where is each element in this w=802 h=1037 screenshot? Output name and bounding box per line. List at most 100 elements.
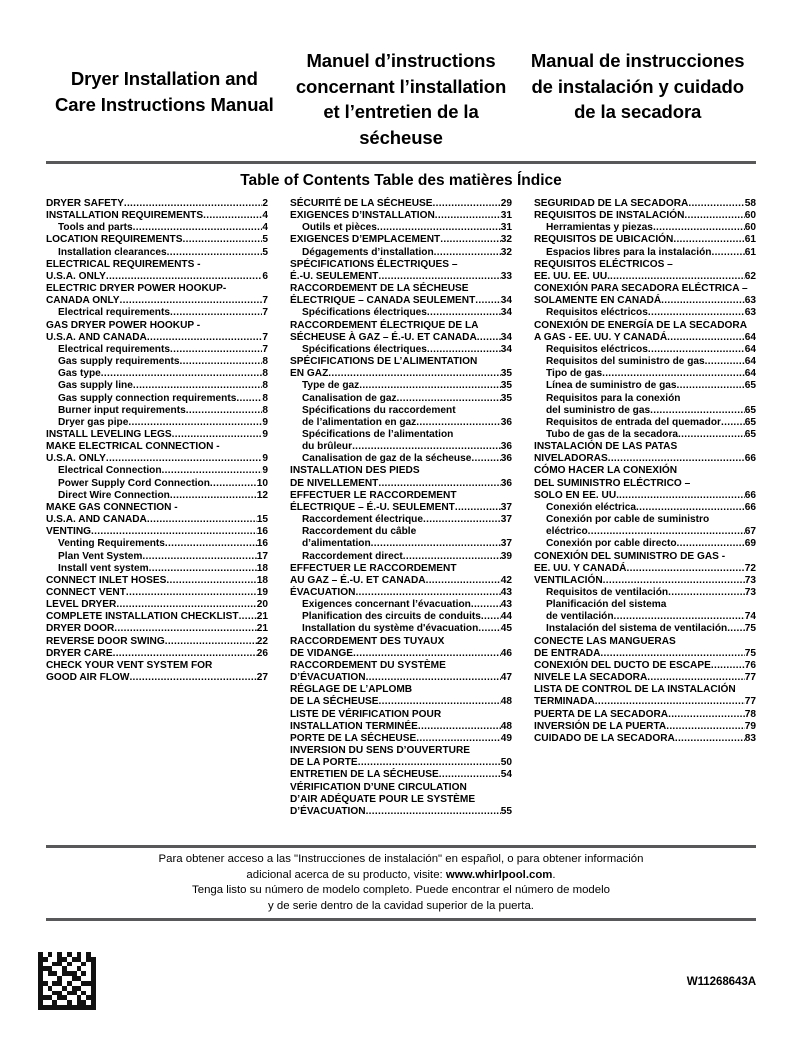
toc-entry[interactable]: U.S.A. ONLY ............................… bbox=[46, 453, 268, 465]
toc-entry[interactable]: RACCORDEMENT ÉLECTRIQUE DE LA ..........… bbox=[290, 320, 512, 332]
toc-entry[interactable]: CONEXIÓN DE ENERGÍA DE LA SECADORA .....… bbox=[534, 320, 756, 332]
toc-entry[interactable]: Electrical requirements ................… bbox=[46, 307, 268, 319]
toc-entry[interactable]: EXIGENCES D’INSTALLATION ...............… bbox=[290, 210, 512, 222]
toc-entry[interactable]: EN GAZ .................................… bbox=[290, 368, 512, 380]
toc-entry[interactable]: D’ÉVACUATION ...........................… bbox=[290, 672, 512, 684]
toc-entry[interactable]: Requisitos eléctricos ..................… bbox=[534, 344, 756, 356]
toc-entry[interactable]: LISTA DE CONTROL DE LA INSTALACIÓN .....… bbox=[534, 684, 756, 696]
toc-entry[interactable]: RÉGLAGE DE L’APLOMB ....................… bbox=[290, 684, 512, 696]
toc-entry[interactable]: Install vent system ....................… bbox=[46, 563, 268, 575]
toc-entry[interactable]: REQUISITOS DE UBICACIÓN ................… bbox=[534, 234, 756, 246]
toc-entry[interactable]: de l’alimentation en gaz ...............… bbox=[290, 417, 512, 429]
toc-entry[interactable]: AU GAZ – É.-U. ET CANADA ...............… bbox=[290, 575, 512, 587]
toc-entry[interactable]: DE VIDANGE .............................… bbox=[290, 648, 512, 660]
toc-entry[interactable]: REQUISITOS ELÉCTRICOS – ................… bbox=[534, 259, 756, 271]
toc-entry[interactable]: INSTALL LEVELING LEGS ..................… bbox=[46, 429, 268, 441]
toc-entry[interactable]: INSTALLATION TERMINÉE ..................… bbox=[290, 721, 512, 733]
toc-entry[interactable]: Tipo de gas ............................… bbox=[534, 368, 756, 380]
toc-entry[interactable]: Raccordement du câble ..................… bbox=[290, 526, 512, 538]
toc-entry[interactable]: RACCORDEMENT DE LA SÉCHEUSE ............… bbox=[290, 283, 512, 295]
toc-entry[interactable]: Dryer gas pipe .........................… bbox=[46, 417, 268, 429]
toc-entry[interactable]: É.-U. SEULEMENT ........................… bbox=[290, 271, 512, 283]
toc-entry[interactable]: du brûleur .............................… bbox=[290, 441, 512, 453]
toc-entry[interactable]: Gas supply connection requirements .....… bbox=[46, 393, 268, 405]
toc-entry[interactable]: VENTING ................................… bbox=[46, 526, 268, 538]
toc-entry[interactable]: DRYER SAFETY ...........................… bbox=[46, 198, 268, 210]
toc-entry[interactable]: U.S.A. AND CANADA ......................… bbox=[46, 332, 268, 344]
toc-entry[interactable]: DEL SUMINISTRO ELÉCTRICO – .............… bbox=[534, 478, 756, 490]
toc-entry[interactable]: Instalación del sistema de ventilación .… bbox=[534, 623, 756, 635]
toc-entry[interactable]: CUIDADO DE LA SECADORA .................… bbox=[534, 733, 756, 745]
toc-entry[interactable]: NIVELADORAS ............................… bbox=[534, 453, 756, 465]
toc-entry[interactable]: Canalisation de gaz de la sécheuse .....… bbox=[290, 453, 512, 465]
toc-entry[interactable]: SEGURIDAD DE LA SECADORA ...............… bbox=[534, 198, 756, 210]
toc-entry[interactable]: COMPLETE INSTALLATION CHECKLIST ........… bbox=[46, 611, 268, 623]
toc-entry[interactable]: INSTALACIÓN DE LAS PATAS ...............… bbox=[534, 441, 756, 453]
toc-entry[interactable]: SPÉCIFICATIONS DE L’ALIMENTATION .......… bbox=[290, 356, 512, 368]
toc-entry[interactable]: VÉRIFICATION D’UNE CIRCULATION .........… bbox=[290, 782, 512, 794]
toc-entry[interactable]: INVERSION DU SENS D’OUVERTURE ..........… bbox=[290, 745, 512, 757]
toc-entry[interactable]: PUERTA DE LA SECADORA ..................… bbox=[534, 709, 756, 721]
toc-entry[interactable]: Direct Wire Connection .................… bbox=[46, 490, 268, 502]
toc-entry[interactable]: Installation clearances ................… bbox=[46, 247, 268, 259]
toc-entry[interactable]: RACCORDEMENT DES TUYAUX ................… bbox=[290, 636, 512, 648]
toc-entry[interactable]: Electrical Connection ..................… bbox=[46, 465, 268, 477]
toc-entry[interactable]: Spécifications du raccordement .........… bbox=[290, 405, 512, 417]
toc-entry[interactable]: Spécifications électriques .............… bbox=[290, 307, 512, 319]
toc-entry[interactable]: Conexión eléctrica .....................… bbox=[534, 502, 756, 514]
toc-entry[interactable]: DRYER DOOR .............................… bbox=[46, 623, 268, 635]
toc-entry[interactable]: Power Supply Cord Connection ...........… bbox=[46, 478, 268, 490]
toc-entry[interactable]: CANADA ONLY ............................… bbox=[46, 295, 268, 307]
toc-entry[interactable]: ÉVACUATION .............................… bbox=[290, 587, 512, 599]
whirlpool-website-link[interactable]: www.whirlpool.com bbox=[445, 868, 553, 881]
toc-entry[interactable]: Spécifications électriques .............… bbox=[290, 344, 512, 356]
toc-entry[interactable]: EFFECTUER LE RACCORDEMENT ..............… bbox=[290, 490, 512, 502]
toc-entry[interactable]: GOOD AIR FLOW ..........................… bbox=[46, 672, 268, 684]
toc-entry[interactable]: Requisitos de entrada del quemador .....… bbox=[534, 417, 756, 429]
toc-entry[interactable]: Conexión por cable de suministro .......… bbox=[534, 514, 756, 526]
toc-entry[interactable]: ÉLECTRIQUE – CANADA SEULEMENT ..........… bbox=[290, 295, 512, 307]
toc-entry[interactable]: U.S.A. AND CANADA ......................… bbox=[46, 514, 268, 526]
toc-entry[interactable]: Conexión por cable directo .............… bbox=[534, 538, 756, 550]
toc-entry[interactable]: REVERSE DOOR SWING .....................… bbox=[46, 636, 268, 648]
toc-entry[interactable]: EXIGENCES D’EMPLACEMENT ................… bbox=[290, 234, 512, 246]
toc-entry[interactable]: del suministro de gas ..................… bbox=[534, 405, 756, 417]
toc-entry[interactable]: d’alimentation .........................… bbox=[290, 538, 512, 550]
toc-entry[interactable]: ELECTRIC DRYER POWER HOOKUP- ...........… bbox=[46, 283, 268, 295]
toc-entry[interactable]: D’ÉVACUATION ...........................… bbox=[290, 806, 512, 818]
toc-entry[interactable]: Exigences concernant l’évacuation ......… bbox=[290, 599, 512, 611]
toc-entry[interactable]: DRYER CARE .............................… bbox=[46, 648, 268, 660]
toc-entry[interactable]: CÓMO HACER LA CONEXIÓN .................… bbox=[534, 465, 756, 477]
toc-entry[interactable]: CHECK YOUR VENT SYSTEM FOR .............… bbox=[46, 660, 268, 672]
toc-entry[interactable]: REQUISITOS DE INSTALACIÓN ..............… bbox=[534, 210, 756, 222]
toc-entry[interactable]: SÉCHEUSE À GAZ – É.-U. ET CANADA .......… bbox=[290, 332, 512, 344]
toc-entry[interactable]: INVERSIÓN DE LA PUERTA .................… bbox=[534, 721, 756, 733]
toc-entry[interactable]: U.S.A. ONLY ............................… bbox=[46, 271, 268, 283]
toc-entry[interactable]: ENTRETIEN DE LA SÉCHEUSE ...............… bbox=[290, 769, 512, 781]
toc-entry[interactable]: D’AIR ADÉQUATE POUR LE SYSTÈME .........… bbox=[290, 794, 512, 806]
toc-entry[interactable]: Tools and parts ........................… bbox=[46, 222, 268, 234]
toc-entry[interactable]: Espacios libres para la instalación ....… bbox=[534, 247, 756, 259]
toc-entry[interactable]: Electrical requirements ................… bbox=[46, 344, 268, 356]
toc-entry[interactable]: eléctrico ..............................… bbox=[534, 526, 756, 538]
toc-entry[interactable]: Gas type ...............................… bbox=[46, 368, 268, 380]
toc-entry[interactable]: Tubo de gas de la secadora .............… bbox=[534, 429, 756, 441]
toc-entry[interactable]: Requisitos para la conexión ............… bbox=[534, 393, 756, 405]
toc-entry[interactable]: SOLAMENTE EN CANADÁ ....................… bbox=[534, 295, 756, 307]
toc-entry[interactable]: Canalisation de gaz ....................… bbox=[290, 393, 512, 405]
toc-entry[interactable]: de ventilación .........................… bbox=[534, 611, 756, 623]
toc-entry[interactable]: EE. UU. Y CANADÁ .......................… bbox=[534, 563, 756, 575]
toc-entry[interactable]: Línea de suministro de gas .............… bbox=[534, 380, 756, 392]
toc-entry[interactable]: Planification des circuits de conduits .… bbox=[290, 611, 512, 623]
toc-entry[interactable]: Venting Requirements ...................… bbox=[46, 538, 268, 550]
toc-entry[interactable]: Raccordement direct ....................… bbox=[290, 551, 512, 563]
toc-entry[interactable]: SÉCURITÉ DE LA SÉCHEUSE ................… bbox=[290, 198, 512, 210]
toc-entry[interactable]: Gas supply requirements ................… bbox=[46, 356, 268, 368]
toc-entry[interactable]: SOLO EN EE. UU. ........................… bbox=[534, 490, 756, 502]
toc-entry[interactable]: DE LA SÉCHEUSE .........................… bbox=[290, 696, 512, 708]
toc-entry[interactable]: Requisitos de ventilación ..............… bbox=[534, 587, 756, 599]
toc-entry[interactable]: A GAS - EE. UU. Y CANADÁ ...............… bbox=[534, 332, 756, 344]
toc-entry[interactable]: Plan Vent System .......................… bbox=[46, 551, 268, 563]
toc-entry[interactable]: SPÉCIFICATIONS ÉLECTRIQUES – ...........… bbox=[290, 259, 512, 271]
toc-entry[interactable]: ÉLECTRIQUE – É.-U. SEULEMENT ...........… bbox=[290, 502, 512, 514]
